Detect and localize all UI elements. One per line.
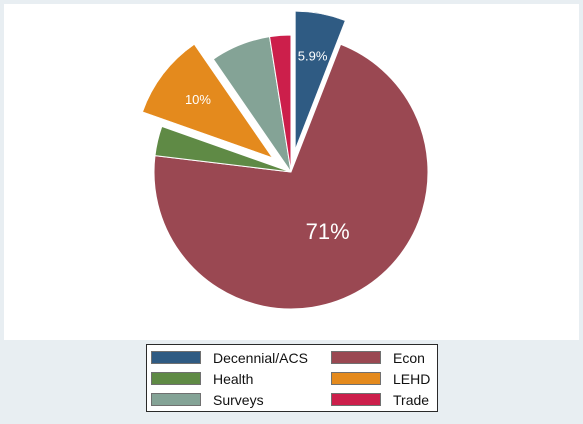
legend-swatch-decennial-acs (151, 351, 201, 364)
pie-slice-econ (153, 43, 429, 310)
legend-item-econ: Econ (331, 350, 431, 366)
legend-swatch-lehd (331, 372, 381, 385)
legend-label-lehd: LEHD (393, 371, 431, 387)
legend-label-decennial-acs: Decennial/ACS (213, 350, 308, 366)
legend-item-surveys: Surveys (151, 392, 291, 408)
legend-item-trade: Trade (331, 392, 431, 408)
legend-label-trade: Trade (393, 392, 430, 408)
pie-label-lehd: 10% (185, 92, 211, 107)
legend: Decennial/ACS Econ Health LEHD Surveys T… (146, 344, 438, 412)
pie-label-econ: 71% (306, 219, 350, 244)
legend-swatch-surveys (151, 393, 201, 406)
legend-swatch-econ (331, 351, 381, 364)
pie-slice-health (154, 125, 292, 173)
legend-item-health: Health (151, 371, 291, 387)
legend-swatch-health (151, 372, 201, 385)
plot-region: 5.9% 71% 10% (4, 4, 579, 340)
legend-label-health: Health (213, 371, 254, 387)
legend-item-decennial-acs: Decennial/ACS (151, 350, 308, 366)
pie-chart: 5.9% 71% 10% (142, 11, 429, 310)
legend-label-econ: Econ (393, 350, 425, 366)
pie-slice-lehd (142, 44, 273, 158)
legend-item-lehd: LEHD (331, 371, 431, 387)
pie-label-decennial-acs: 5.9% (298, 48, 328, 63)
pie-slice-trade (268, 34, 292, 173)
legend-label-surveys: Surveys (213, 392, 264, 408)
pie-slice-decennial-acs (295, 11, 346, 149)
legend-swatch-trade (331, 393, 381, 406)
